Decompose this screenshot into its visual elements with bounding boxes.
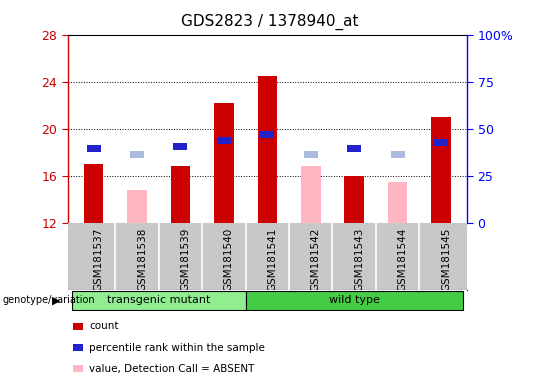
Bar [304, 151, 318, 158]
Bar [388, 182, 407, 223]
Bar [258, 76, 277, 223]
Text: GSM181543: GSM181543 [354, 228, 364, 291]
Bar [72, 291, 246, 310]
Bar [171, 166, 190, 223]
Bar [127, 190, 147, 223]
Bar [246, 291, 463, 310]
Bar [347, 145, 361, 152]
Text: count: count [89, 321, 119, 331]
Bar [431, 117, 451, 223]
Text: GSM181545: GSM181545 [441, 228, 451, 291]
Text: GSM181538: GSM181538 [137, 228, 147, 291]
Text: GSM181541: GSM181541 [267, 228, 278, 291]
Bar [84, 164, 103, 223]
Text: wild type: wild type [329, 295, 380, 306]
Bar [173, 143, 187, 150]
Text: GSM181537: GSM181537 [93, 228, 104, 291]
Bar [390, 151, 404, 158]
Bar [217, 137, 231, 144]
Text: GSM181540: GSM181540 [224, 228, 234, 291]
Bar [345, 176, 364, 223]
Bar [301, 166, 321, 223]
Text: GSM181542: GSM181542 [310, 228, 321, 291]
Text: GDS2823 / 1378940_at: GDS2823 / 1378940_at [181, 13, 359, 30]
Text: value, Detection Call = ABSENT: value, Detection Call = ABSENT [89, 364, 254, 374]
Text: transgenic mutant: transgenic mutant [107, 295, 211, 306]
Bar [260, 131, 274, 138]
Text: percentile rank within the sample: percentile rank within the sample [89, 343, 265, 353]
Bar [214, 103, 234, 223]
Bar [86, 145, 100, 152]
Text: genotype/variation: genotype/variation [3, 295, 96, 306]
Text: GSM181539: GSM181539 [180, 228, 191, 291]
Bar [434, 139, 448, 146]
Text: ▶: ▶ [52, 295, 61, 306]
Text: GSM181544: GSM181544 [397, 228, 408, 291]
Bar [130, 151, 144, 158]
